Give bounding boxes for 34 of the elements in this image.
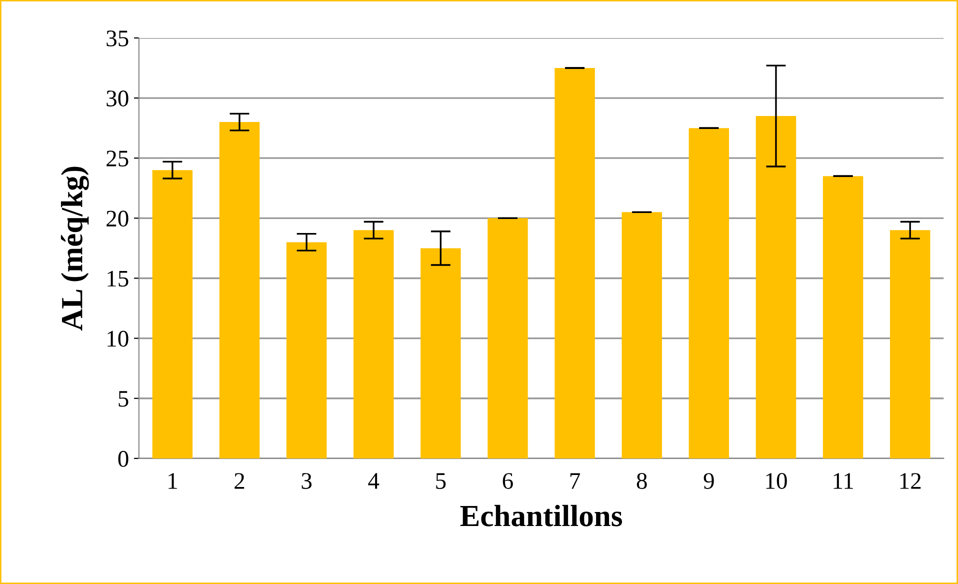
bar: [756, 116, 796, 458]
y-tick-label: 20: [106, 210, 128, 227]
y-tick-label: 0: [118, 450, 128, 467]
y-tick-label: 35: [106, 30, 128, 46]
bar: [354, 230, 394, 458]
x-tick-label: 3: [302, 473, 312, 489]
x-tick-label: 12: [900, 473, 921, 489]
bar: [219, 122, 260, 458]
x-tick-label: 4: [368, 473, 380, 489]
bar: [152, 170, 193, 458]
bar: [622, 212, 662, 458]
x-tick-label: 9: [704, 473, 714, 489]
x-tick-label: 7: [570, 473, 580, 489]
y-axis-title: AL (méq/kg): [60, 166, 89, 331]
x-tick-label: 2: [234, 473, 244, 489]
bar: [554, 68, 595, 458]
bar: [286, 242, 327, 458]
y-tick-label: 5: [118, 391, 128, 407]
y-tick-label: 30: [106, 90, 128, 106]
x-tick-label: 10: [766, 473, 787, 489]
y-tick-label: 25: [106, 150, 128, 167]
bar: [488, 218, 528, 458]
x-tick-label: 5: [436, 473, 446, 489]
y-tick-label: 10: [108, 330, 128, 347]
bar: [822, 176, 864, 458]
bar: [420, 248, 461, 458]
x-tick-label: 11: [834, 473, 853, 489]
y-tick-label: 15: [108, 270, 128, 287]
x-tick-label: 8: [636, 473, 647, 489]
x-tick-label: 1: [168, 473, 177, 489]
bar: [688, 128, 730, 458]
x-tick-label: 6: [502, 473, 513, 489]
x-axis-title: Echantillons: [460, 504, 622, 526]
bar: [890, 230, 930, 458]
